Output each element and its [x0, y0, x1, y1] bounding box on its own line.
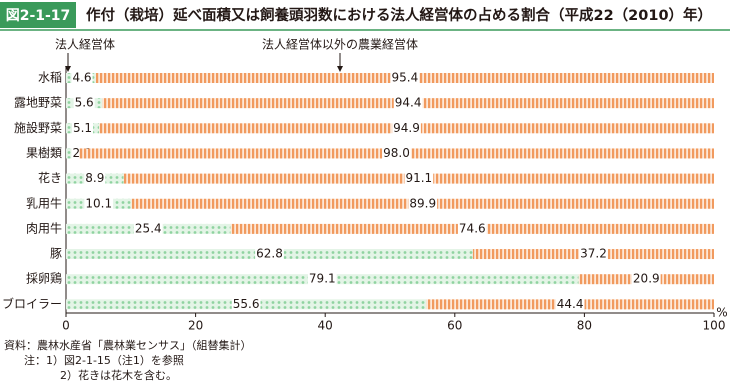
data-label: 62.8 — [256, 247, 283, 261]
note: 資料：農林水産省「農林業センサス」（組替集計） — [4, 338, 252, 352]
y-tick-label: 豚 — [50, 247, 62, 261]
y-tick-label: 露地野菜 — [14, 96, 62, 110]
data-label-bg — [392, 122, 421, 135]
data-label: 91.1 — [405, 171, 432, 185]
data-label: 94.4 — [395, 96, 422, 110]
data-label-bg — [133, 222, 163, 235]
y-tick-label: 水稲 — [38, 71, 62, 85]
data-label: 8.9 — [85, 171, 104, 185]
figure-number: 図2-1-17 — [6, 8, 71, 24]
data-label-bg — [555, 298, 585, 311]
data-label-bg — [307, 273, 337, 286]
data-label-bg — [579, 248, 608, 261]
note: 2）花きは花木を含む。 — [60, 368, 177, 381]
x-tick-label: 0 — [62, 319, 70, 333]
data-label-bg — [404, 172, 434, 185]
data-label: 20.9 — [633, 272, 660, 286]
data-label-bg — [255, 248, 284, 261]
x-tick-label: 80 — [577, 319, 592, 333]
data-label: 44.4 — [557, 297, 584, 311]
data-label-bg — [231, 298, 261, 311]
data-label: 37.2 — [580, 247, 607, 261]
data-label-bg — [408, 197, 438, 210]
data-label: 25.4 — [135, 221, 162, 235]
y-tick-label: 花き — [38, 170, 62, 185]
data-label: 5.6 — [75, 96, 94, 110]
x-unit: % — [716, 306, 727, 320]
data-label: 5.1 — [73, 121, 92, 135]
y-tick-label: 果樹類 — [26, 146, 62, 160]
data-label-bg — [382, 147, 411, 160]
x-tick-label: 100 — [703, 319, 726, 333]
data-label-bg — [631, 273, 661, 286]
data-label: 94.9 — [393, 121, 420, 135]
y-tick-label: 肉用牛 — [26, 220, 62, 235]
y-tick-label: ブロイラー — [2, 296, 62, 311]
data-label: 79.1 — [309, 272, 336, 286]
y-tick-label: 施設野菜 — [14, 120, 62, 135]
data-label-bg — [393, 97, 423, 110]
data-label-bg — [457, 222, 487, 235]
data-label-bg — [71, 122, 94, 135]
data-label-bg — [71, 72, 93, 84]
data-label: 55.6 — [233, 297, 260, 311]
data-label: 89.9 — [409, 196, 436, 210]
data-label-bg — [84, 197, 114, 210]
annotation: 法人経営体 — [55, 38, 115, 52]
data-label-bg — [73, 97, 95, 110]
note: 注：1）図2-1-15（注1）を参照 — [24, 353, 184, 367]
data-label: 4.6 — [72, 71, 91, 85]
data-label-bg — [390, 72, 420, 84]
data-label: 95.4 — [392, 71, 419, 85]
annotation-arrowhead — [337, 66, 343, 72]
annotation: 法人経営体以外の農業経営体 — [262, 38, 418, 52]
y-tick-label: 採卵鶏 — [26, 272, 62, 286]
data-label: 74.6 — [459, 221, 486, 235]
data-label-bg — [84, 172, 106, 185]
data-label: 98.0 — [383, 146, 410, 160]
x-tick-label: 60 — [447, 319, 462, 333]
y-tick-label: 乳用牛 — [26, 195, 62, 210]
chart-title: 作付（栽培）延べ面積又は飼養頭羽数における法人経営体の占める割合（平成22（20… — [86, 6, 712, 24]
figure-number-box — [0, 2, 76, 28]
data-label: 10.1 — [85, 196, 112, 210]
x-tick-label: 40 — [318, 319, 333, 333]
x-tick-label: 20 — [188, 319, 203, 333]
